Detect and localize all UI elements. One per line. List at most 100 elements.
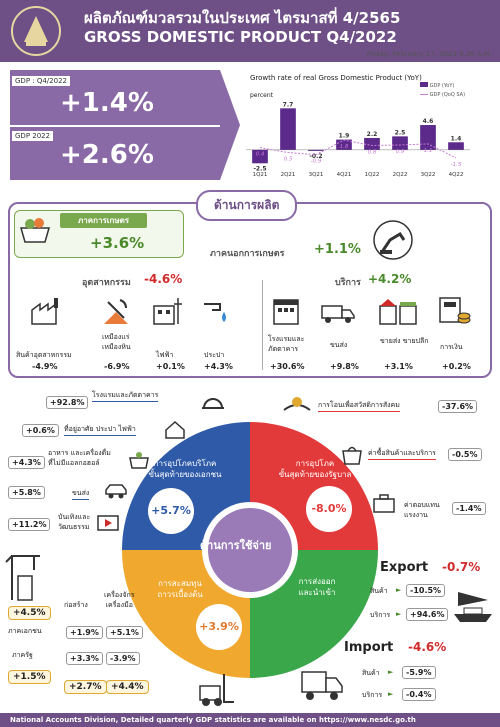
import-services-label: บริการ [362, 691, 383, 699]
production-divider [262, 280, 263, 370]
chart-x-tick: 1Q22 [365, 172, 380, 178]
service-item-name-4: การเงิน [440, 343, 463, 351]
legend-series-2: GDP (QoQ SA) [429, 92, 466, 98]
nonagri-label: ภาคนอกการเกษตร [210, 249, 285, 259]
import-label: Import [344, 640, 394, 655]
chart-bar [308, 149, 324, 151]
private-item-value-5: +11.2% [8, 518, 51, 531]
chart-line-label: 1.8 [340, 144, 349, 150]
investment-col-machinery: เครื่องจักร เครื่องมือ [104, 591, 135, 609]
investment-label: การสะสมทุน ถาวรเบื้องต้น [157, 579, 203, 599]
chart-bar-label: 1.4 [451, 135, 462, 142]
crane-building-icon [5, 555, 40, 601]
export-services-arrow-icon: ► [396, 610, 402, 618]
government-item-value-2: -0.5% [448, 448, 482, 461]
investment-total-construction: +2.7% [64, 680, 107, 694]
gdp-year-label: GDP 2022 [12, 131, 54, 141]
chart-x-tick: 2Q22 [393, 172, 408, 178]
chart-bar [336, 139, 352, 150]
chart-bar [252, 149, 268, 164]
house-icon [165, 420, 185, 439]
chart-title: Growth rate of real Gross Domestic Produ… [250, 74, 422, 82]
investment-public-label: ภาครัฐ [12, 651, 33, 659]
service-item-hotel [270, 296, 302, 330]
investment-public-value: +1.5% [8, 670, 51, 684]
chart-bar-label: -0.2 [309, 153, 322, 160]
service-item-value-1: +30.6% [270, 362, 305, 371]
chart-line-label: 1.1 [424, 148, 433, 154]
import-goods-label: สินค้า [362, 669, 380, 677]
private-consumption-label: การอุปโภคบริโภค ขั้นสุดท้ายของเอกชน [148, 459, 222, 479]
chart-line-label: -0.9 [311, 159, 322, 165]
import-goods-arrow-icon: ► [388, 668, 394, 676]
chart-bar-label: 1.9 [339, 133, 350, 140]
release-date: Friday, February 17, 2023 9.30 A.M. [366, 50, 492, 58]
service-item-name-3: ขายส่ง ขายปลีก [380, 337, 429, 345]
mining-icon [104, 299, 128, 324]
private-item-value-1: +92.8% [46, 396, 89, 409]
government-item-name-2: ค่าซื้อสินค้าและบริการ [368, 448, 436, 460]
private-item-name-5: บันเทิงและ วัฒนธรรม [58, 513, 91, 531]
import-goods-value: -5.9% [402, 666, 436, 679]
chart-x-tick: 1Q21 [253, 172, 268, 178]
export-value: -0.7% [442, 560, 481, 574]
government-item-value-3: -1.4% [452, 502, 486, 515]
service-item-trade [378, 296, 418, 330]
chart-bar-label: 7.7 [283, 101, 294, 108]
industry-item-electricity [152, 296, 184, 330]
industry-item-name-3: ไฟฟ้า [156, 351, 174, 359]
industry-item-manufacturing [30, 296, 62, 330]
ship-plane-icon [454, 592, 492, 622]
entertainment-icon [97, 515, 119, 531]
private-item-name-3: อาหาร และเครื่องดื่ม ที่ไม่มีแอลกอฮอล์ [48, 449, 111, 467]
welfare-transfer-icon [283, 397, 311, 411]
industry-item-name-2: เหมืองแร่ เหมืองหิน [102, 333, 131, 351]
service-item-value-2: +9.8% [330, 362, 359, 371]
export-goods-label: สินค้า [370, 587, 388, 595]
chart-line-label: 0.4 [256, 152, 265, 158]
gdp-chevron [220, 70, 240, 180]
chart-x-tick: 2Q21 [281, 172, 296, 178]
forklift-icon [199, 674, 234, 706]
investment-private-label: ภาคเอกชน [8, 627, 42, 635]
expenditure-title: ด้านการใช้จ่าย [200, 539, 272, 552]
import-services-arrow-icon: ► [388, 690, 394, 698]
service-item-value-3: +3.1% [384, 362, 413, 371]
import-value: -4.6% [408, 640, 447, 654]
private-consumption-value: +5.7% [148, 488, 194, 534]
chart-line-label: 0.8 [368, 150, 377, 156]
chart-ylabel: percent [250, 92, 273, 99]
title-thai: ผลิตภัณฑ์มวลรวมในประเทศ ไตรมาสที่ 4/2565 [84, 9, 401, 27]
gdp-divider [10, 125, 220, 127]
industry-item-value-2: -6.9% [104, 362, 130, 371]
government-item-name-1: การโอนเพื่อสวัสดิการสังคม [318, 400, 400, 412]
chart-bar-label: -2.5 [253, 165, 266, 172]
agriculture-label: ภาคการเกษตร [60, 213, 148, 228]
chart-x-tick: 4Q22 [449, 172, 464, 178]
service-item-finance [436, 296, 472, 330]
gdp-year-value: +2.6% [60, 140, 154, 170]
chart-bar [364, 137, 380, 150]
chart-legend: GDP (YoY) GDP (QoQ SA) [420, 82, 465, 100]
chart-line-label: -1.5 [451, 162, 462, 168]
chart-bar-label: 4.6 [423, 118, 434, 125]
chart-bar [392, 136, 408, 150]
title-english: GROSS DOMESTIC PRODUCT Q4/2022 [84, 28, 397, 46]
cargo-truck-icon [301, 671, 343, 700]
investment-public-construction: +3.3% [66, 652, 103, 665]
investment-private-construction: +1.9% [66, 626, 103, 639]
industry-item-name-4: ประปา [204, 351, 225, 359]
services-value: +4.2% [368, 272, 412, 286]
water-tap-icon [204, 303, 226, 322]
industry-item-name-1: สินค้าอุตสาหกรรม [16, 351, 72, 359]
legend-series-1: GDP (YoY) [429, 83, 455, 89]
chart-x-tick: 3Q22 [421, 172, 436, 178]
gdp-quarter-value: +1.4% [60, 88, 154, 118]
power-plant-icon [153, 298, 182, 325]
investment-total-machinery: +4.4% [106, 680, 149, 694]
government-consumption-label: การอุปโภค ขั้นสุดท้ายของรัฐบาล [278, 459, 352, 479]
export-services-label: บริการ [370, 611, 391, 619]
chart-bar-label: 2.5 [395, 129, 406, 136]
chart-x-tick: 4Q21 [337, 172, 352, 178]
